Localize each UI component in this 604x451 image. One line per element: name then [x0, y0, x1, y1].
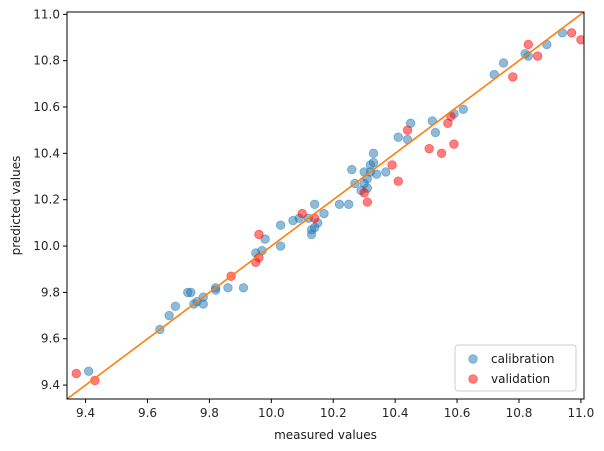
y-tick-label: 10.6 — [33, 100, 60, 114]
identity-line — [67, 12, 584, 399]
x-tick-label: 10.0 — [258, 406, 285, 420]
calibration-point — [368, 157, 379, 168]
validation-point — [523, 39, 533, 50]
calibration-point — [430, 127, 441, 138]
legend-box — [454, 344, 577, 392]
validation-point — [362, 197, 372, 207]
validation-point — [359, 188, 369, 198]
calibration-point — [275, 220, 286, 230]
calibration-point — [186, 287, 196, 298]
x-tick-label: 9.6 — [138, 406, 157, 420]
validation-point — [449, 139, 459, 149]
calibration-point — [458, 104, 468, 115]
validation-point — [402, 125, 413, 135]
calibration-point — [309, 199, 320, 210]
validation-legend-marker — [468, 374, 478, 384]
calibration-point — [319, 208, 329, 219]
validation-point — [566, 28, 577, 38]
x-tick-label: 10.6 — [444, 406, 471, 420]
calibration-point — [344, 199, 354, 210]
calibration-point — [334, 199, 345, 210]
x-tick-label: 9.4 — [76, 406, 95, 420]
calibration-point — [170, 301, 181, 312]
y-tick-label: 10.0 — [33, 239, 60, 253]
calibration-point — [381, 167, 391, 177]
x-tick-label: 9.8 — [200, 406, 219, 420]
validation-point — [436, 148, 447, 159]
validation-point — [532, 51, 543, 61]
axes-frame — [66, 11, 585, 400]
calibration-legend-label: calibration — [491, 352, 555, 366]
y-tick-label: 10.2 — [33, 193, 60, 207]
y-tick-label: 10.8 — [33, 54, 60, 68]
y-tick-label: 9.6 — [41, 332, 60, 346]
calibration-point — [164, 310, 174, 321]
y-tick-label: 10.4 — [33, 146, 60, 160]
validation-point — [508, 72, 518, 82]
validation-legend-label: validation — [491, 372, 550, 386]
calibration-point — [275, 241, 286, 251]
calibration-point — [238, 283, 249, 293]
y-tick-label: 9.8 — [41, 285, 60, 299]
validation-point — [576, 35, 584, 45]
calibration-point — [368, 148, 379, 159]
calibration-point — [347, 164, 357, 175]
x-tick-label: 10.8 — [506, 406, 533, 420]
calibration-point — [498, 58, 509, 68]
validation-point — [254, 229, 264, 240]
plot-area — [67, 12, 584, 399]
axes: 9.4 9.6 9.8 10.0 10.2 10.4 10.6 10.8 11.0 9.4 9.6 9… — [9, 7, 594, 442]
calibration-point — [223, 283, 233, 293]
calibration-point — [393, 132, 403, 142]
validation-point — [424, 144, 434, 154]
x-tick-label: 10.2 — [320, 406, 347, 420]
y-axis-title: predicted values — [9, 156, 23, 256]
calibration-point — [371, 169, 382, 179]
y-tick-label: 9.4 — [41, 378, 60, 392]
validation-point — [297, 208, 307, 219]
x-tick-label: 11.0 — [568, 406, 595, 420]
calibration-legend-marker — [468, 354, 478, 364]
validation-point — [71, 368, 81, 379]
validation-point — [387, 160, 397, 170]
calibration-point — [83, 366, 94, 376]
x-tick-label: 10.4 — [382, 406, 409, 420]
legend: calibration validation — [454, 344, 577, 392]
validation-point — [393, 176, 403, 186]
y-tick-label: 11.0 — [33, 7, 60, 21]
calibration-point — [198, 299, 208, 309]
x-axis-title: measured values — [274, 428, 377, 442]
calibration-point — [260, 234, 270, 244]
